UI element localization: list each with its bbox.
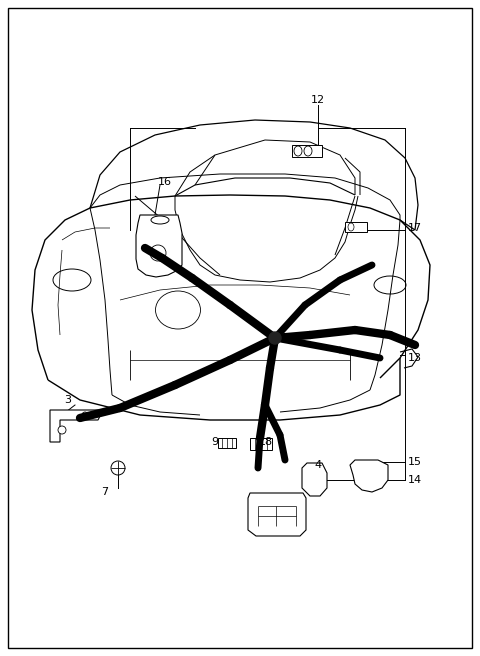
Polygon shape — [350, 460, 388, 492]
Polygon shape — [50, 410, 100, 442]
Ellipse shape — [304, 146, 312, 156]
Circle shape — [58, 426, 66, 434]
Bar — [250, 438, 272, 450]
Text: 9: 9 — [211, 437, 218, 447]
Text: 15: 15 — [408, 457, 422, 467]
Circle shape — [111, 461, 125, 475]
Circle shape — [269, 332, 281, 344]
Polygon shape — [136, 215, 182, 277]
Polygon shape — [302, 463, 327, 496]
Ellipse shape — [151, 216, 169, 224]
Text: 13: 13 — [408, 353, 422, 363]
Circle shape — [82, 412, 88, 418]
Text: 3: 3 — [64, 395, 72, 405]
Bar — [218, 438, 236, 448]
Polygon shape — [248, 493, 306, 536]
Ellipse shape — [294, 146, 302, 156]
Text: 18: 18 — [259, 437, 273, 447]
Text: 16: 16 — [158, 177, 172, 187]
Text: 14: 14 — [408, 475, 422, 485]
Text: 12: 12 — [311, 95, 325, 105]
Bar — [292, 145, 322, 157]
Bar — [345, 222, 367, 232]
Text: 7: 7 — [101, 487, 108, 497]
Text: 4: 4 — [314, 460, 322, 470]
Ellipse shape — [348, 223, 354, 231]
Text: 17: 17 — [408, 223, 422, 233]
